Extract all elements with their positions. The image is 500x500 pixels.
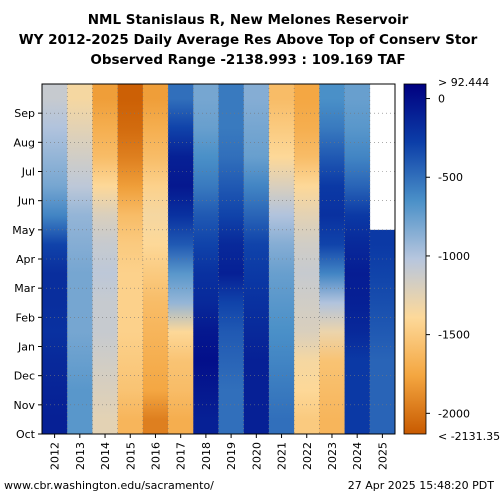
heatmap-column <box>369 229 396 434</box>
y-tick-label: Dec <box>14 370 35 383</box>
heatmap-column <box>319 84 345 434</box>
chart-title-line: Observed Range -2138.993 : 109.169 TAF <box>90 52 405 68</box>
colorbar-tick-label: -500 <box>438 171 463 184</box>
x-tick-label: 2018 <box>200 442 213 470</box>
footer-timestamp: 27 Apr 2025 15:48:20 PDT <box>348 479 495 492</box>
colorbar-tick-label: 0 <box>438 93 445 106</box>
x-tick-label: 2017 <box>175 442 188 470</box>
x-tick-label: 2022 <box>301 442 314 470</box>
heatmap-column <box>142 84 169 434</box>
x-tick-label: 2013 <box>74 442 87 470</box>
x-tick-label: 2024 <box>351 442 364 470</box>
x-tick-label: 2019 <box>225 442 238 470</box>
x-tick-label: 2025 <box>376 442 389 470</box>
heatmap-column <box>67 84 93 434</box>
y-tick-label: Jul <box>21 166 35 179</box>
heatmap-column <box>168 84 194 434</box>
y-tick-label: Jan <box>17 341 35 354</box>
y-tick-label: Apr <box>16 253 36 266</box>
x-tick-label: 2012 <box>49 442 62 470</box>
heatmap-column <box>92 84 118 434</box>
colorbar-tick-label: -1500 <box>438 329 470 342</box>
colorbar-max-label: > 92.444 <box>438 76 489 89</box>
x-tick-label: 2023 <box>326 442 339 470</box>
colorbar-min-label: < -2131.357 <box>438 430 500 443</box>
x-axis: 2012 2013 2014 2015 2016 2017 2018 2019 2020 2021… <box>49 434 389 470</box>
x-tick-label: 2021 <box>276 442 289 470</box>
colorbar: 0 -500 -1000 -1500 -2000 > 92.444 < -2131.357 <box>403 76 500 443</box>
x-tick-label: 2016 <box>149 442 162 470</box>
y-tick-label: Feb <box>16 311 35 324</box>
y-axis: Oct Nov Dec Jan Feb Mar Apr May Jun Jul Aug Sep <box>12 107 42 441</box>
y-tick-label: Oct <box>16 428 36 441</box>
y-tick-label: Aug <box>14 136 35 149</box>
grid-lines <box>42 84 395 434</box>
colorbar-tick-label: -1000 <box>438 250 470 263</box>
x-tick-label: 2015 <box>124 442 137 470</box>
y-tick-label: Mar <box>14 282 35 295</box>
y-tick-label: Nov <box>14 399 36 412</box>
footer-source-url: www.cbr.washington.edu/sacramento/ <box>4 479 214 492</box>
y-tick-label: Jun <box>17 195 35 208</box>
heatmap-column <box>243 84 270 434</box>
chart-title-line: WY 2012-2025 Daily Average Res Above Top… <box>19 32 478 48</box>
x-tick-label: 2020 <box>250 442 263 470</box>
y-tick-label: Sep <box>14 107 35 120</box>
colorbar-tick-label: -2000 <box>438 407 470 420</box>
x-tick-label: 2014 <box>99 442 112 470</box>
y-tick-label: May <box>12 224 35 237</box>
chart-title-line: NML Stanislaus R, New Melones Reservoir <box>88 12 409 28</box>
heatmap-column <box>344 84 371 434</box>
colorbar-scale <box>403 83 427 435</box>
chart-title: NML Stanislaus R, New Melones Reservoir W… <box>19 12 478 68</box>
